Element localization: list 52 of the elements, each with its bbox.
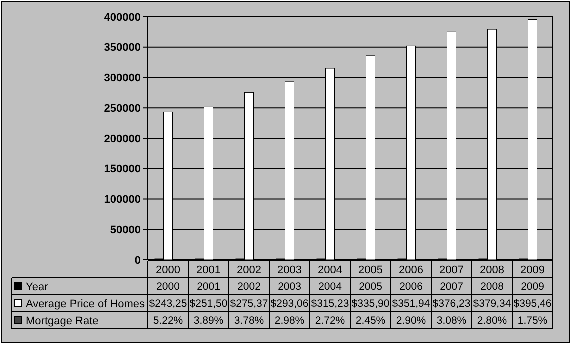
data-label: 2001 [196, 264, 221, 276]
y-tick-label: 100000 [104, 194, 141, 206]
data-label: 2008 [480, 264, 504, 276]
data-label: 2.45% [356, 315, 386, 328]
data-label: 3.08% [436, 315, 467, 328]
x-tick-label: 2004 [318, 281, 342, 294]
data-label: 2006 [399, 264, 424, 276]
y-tick-label: 0 [134, 254, 141, 267]
data-label: 2004 [318, 264, 342, 276]
text: $243,25 [149, 298, 188, 310]
y-tick-label: 150000 [104, 164, 141, 176]
data-label: 2005 [358, 264, 383, 276]
text: $275,37 [230, 298, 268, 310]
legend-label: Year [26, 281, 49, 294]
y-tick-label: 350000 [104, 42, 141, 54]
x-tick-label: 2005 [359, 281, 383, 294]
data-label: 2.80% [477, 315, 508, 328]
y-tick-label: 400000 [104, 12, 141, 24]
x-tick-label: 2001 [197, 281, 221, 294]
text: $315,23 [311, 298, 350, 310]
data-label: 2007 [440, 264, 464, 276]
data-label: 2.90% [396, 315, 426, 328]
x-tick-label: 2006 [400, 281, 424, 294]
x-tick-label: 2007 [440, 281, 464, 294]
text: $293,06 [270, 298, 309, 310]
legend-label: Average Price of Homes [26, 298, 146, 310]
text: $251,50 [190, 298, 228, 310]
data-label: 2.72% [315, 315, 346, 328]
data-label: 2.98% [274, 315, 305, 328]
y-tick-label: 250000 [104, 102, 141, 115]
x-tick-label: 2003 [278, 281, 302, 294]
data-label: 5.22% [153, 315, 184, 328]
data-label: 2000 [156, 264, 180, 276]
y-tick-label: 300000 [104, 72, 141, 85]
data-label: 2009 [520, 264, 545, 276]
text: $379,34 [473, 298, 512, 310]
y-tick-label: 200000 [104, 133, 141, 146]
x-tick-label: 2008 [480, 281, 504, 294]
text: $376,23 [432, 298, 471, 310]
text: $335,90 [352, 298, 390, 310]
data-label: 3.89% [194, 315, 224, 328]
legend-label: Mortgage Rate [26, 315, 99, 328]
text: $351,94 [392, 298, 430, 310]
data-label: 3.78% [234, 315, 264, 328]
x-tick-label: 2002 [238, 281, 262, 294]
data-label: 2003 [278, 264, 302, 276]
x-tick-label: 2000 [156, 281, 180, 294]
data-label: 1.75% [518, 315, 548, 328]
y-tick-label: 50000 [110, 224, 141, 236]
x-tick-label: 2009 [521, 281, 545, 294]
data-label: 2002 [237, 264, 262, 276]
text: $395,46 [514, 298, 552, 310]
